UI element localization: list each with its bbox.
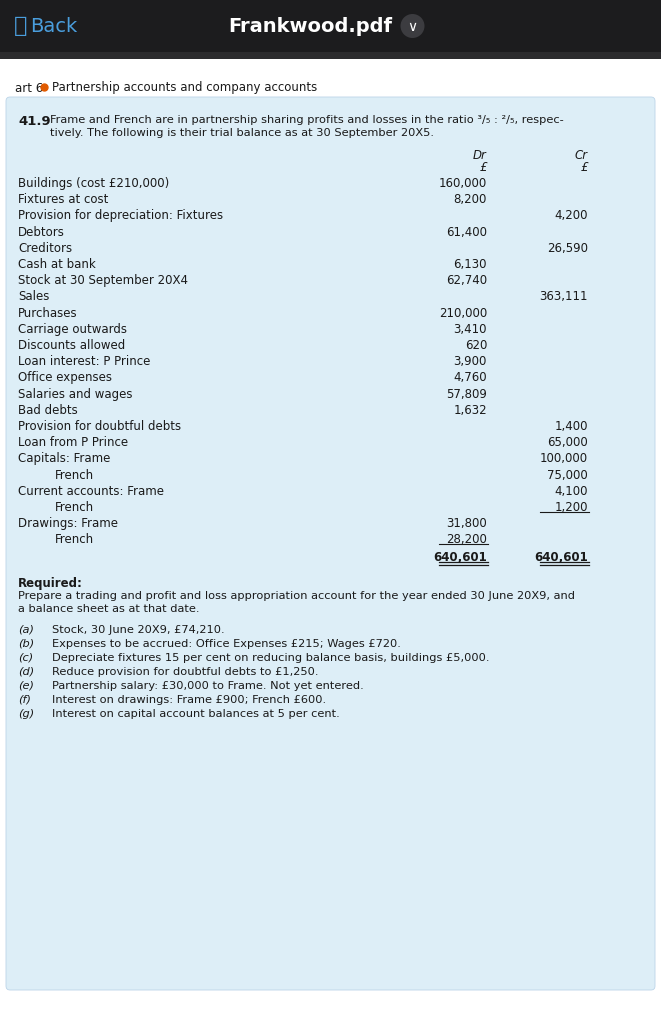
Text: Back: Back bbox=[30, 16, 77, 36]
Text: Bad debts: Bad debts bbox=[18, 403, 78, 417]
Text: 31,800: 31,800 bbox=[446, 517, 487, 530]
Text: 26,590: 26,590 bbox=[547, 242, 588, 255]
Text: Capitals: Frame: Capitals: Frame bbox=[18, 453, 110, 465]
Text: Frame and French are in partnership sharing profits and losses in the ratio ³/₅ : Frame and French are in partnership shar… bbox=[50, 115, 564, 125]
Text: Stock at 30 September 20X4: Stock at 30 September 20X4 bbox=[18, 274, 188, 287]
Text: 3,900: 3,900 bbox=[453, 355, 487, 369]
Text: Reduce provision for doubtful debts to £1,250.: Reduce provision for doubtful debts to £… bbox=[52, 667, 319, 677]
Text: (b): (b) bbox=[18, 639, 34, 648]
Text: Partnership accounts and company accounts: Partnership accounts and company account… bbox=[52, 82, 317, 94]
Text: 61,400: 61,400 bbox=[446, 225, 487, 239]
Text: French: French bbox=[55, 469, 94, 481]
Text: 4,200: 4,200 bbox=[555, 209, 588, 222]
Text: 8,200: 8,200 bbox=[453, 194, 487, 206]
Text: Depreciate fixtures 15 per cent on reducing balance basis, buildings £5,000.: Depreciate fixtures 15 per cent on reduc… bbox=[52, 652, 490, 663]
Text: Loan interest: P Prince: Loan interest: P Prince bbox=[18, 355, 150, 369]
Text: (d): (d) bbox=[18, 667, 34, 677]
Text: 41.9: 41.9 bbox=[18, 115, 51, 128]
Text: 620: 620 bbox=[465, 339, 487, 352]
Text: 75,000: 75,000 bbox=[547, 469, 588, 481]
Text: Partnership salary: £30,000 to Frame. Not yet entered.: Partnership salary: £30,000 to Frame. No… bbox=[52, 681, 364, 690]
Text: Drawings: Frame: Drawings: Frame bbox=[18, 517, 118, 530]
Text: Buildings (cost £210,000): Buildings (cost £210,000) bbox=[18, 177, 169, 190]
Text: Loan from P Prince: Loan from P Prince bbox=[18, 436, 128, 450]
Text: Stock, 30 June 20X9, £74,210.: Stock, 30 June 20X9, £74,210. bbox=[52, 625, 225, 635]
Text: Frankwood.pdf: Frankwood.pdf bbox=[229, 16, 393, 36]
Text: 363,111: 363,111 bbox=[539, 291, 588, 303]
Text: Interest on drawings: Frame £900; French £600.: Interest on drawings: Frame £900; French… bbox=[52, 694, 326, 705]
Text: 57,809: 57,809 bbox=[446, 388, 487, 400]
Text: Discounts allowed: Discounts allowed bbox=[18, 339, 125, 352]
Text: 28,200: 28,200 bbox=[446, 534, 487, 547]
Text: Salaries and wages: Salaries and wages bbox=[18, 388, 132, 400]
Text: (c): (c) bbox=[18, 652, 33, 663]
Text: £: £ bbox=[580, 161, 588, 174]
Text: 〈: 〈 bbox=[14, 16, 27, 36]
Text: Sales: Sales bbox=[18, 291, 50, 303]
Bar bbox=[0, 0, 661, 52]
Text: Purchases: Purchases bbox=[18, 306, 77, 319]
Text: Debtors: Debtors bbox=[18, 225, 65, 239]
Text: Provision for doubtful debts: Provision for doubtful debts bbox=[18, 420, 181, 433]
Text: Current accounts: Frame: Current accounts: Frame bbox=[18, 484, 164, 498]
Text: Office expenses: Office expenses bbox=[18, 372, 112, 384]
Circle shape bbox=[401, 14, 424, 38]
Text: tively. The following is their trial balance as at 30 September 20X5.: tively. The following is their trial bal… bbox=[50, 128, 434, 138]
Text: 4,100: 4,100 bbox=[555, 484, 588, 498]
Text: (a): (a) bbox=[18, 625, 34, 635]
Text: Prepare a trading and profit and loss appropriation account for the year ended 3: Prepare a trading and profit and loss ap… bbox=[18, 591, 575, 601]
Text: £: £ bbox=[479, 161, 487, 174]
Text: Expenses to be accrued: Office Expenses £215; Wages £720.: Expenses to be accrued: Office Expenses … bbox=[52, 639, 401, 648]
Text: French: French bbox=[55, 501, 94, 514]
Text: 65,000: 65,000 bbox=[547, 436, 588, 450]
Text: 1,400: 1,400 bbox=[555, 420, 588, 433]
FancyBboxPatch shape bbox=[6, 97, 655, 990]
Text: Interest on capital account balances at 5 per cent.: Interest on capital account balances at … bbox=[52, 709, 340, 719]
Text: 4,760: 4,760 bbox=[453, 372, 487, 384]
Text: Required:: Required: bbox=[18, 577, 83, 590]
Text: Creditors: Creditors bbox=[18, 242, 72, 255]
Text: 160,000: 160,000 bbox=[439, 177, 487, 190]
Text: (f): (f) bbox=[18, 694, 31, 705]
Text: 3,410: 3,410 bbox=[453, 323, 487, 336]
Text: Fixtures at cost: Fixtures at cost bbox=[18, 194, 108, 206]
Text: 6,130: 6,130 bbox=[453, 258, 487, 271]
Text: Carriage outwards: Carriage outwards bbox=[18, 323, 127, 336]
Text: Provision for depreciation: Fixtures: Provision for depreciation: Fixtures bbox=[18, 209, 223, 222]
Text: Cash at bank: Cash at bank bbox=[18, 258, 96, 271]
Text: Dr: Dr bbox=[473, 150, 487, 162]
Text: 1,632: 1,632 bbox=[453, 403, 487, 417]
Text: 1,200: 1,200 bbox=[555, 501, 588, 514]
Text: 100,000: 100,000 bbox=[540, 453, 588, 465]
Text: French: French bbox=[55, 534, 94, 547]
Text: art 6: art 6 bbox=[15, 82, 43, 94]
Text: 62,740: 62,740 bbox=[446, 274, 487, 287]
Text: (g): (g) bbox=[18, 709, 34, 719]
Text: a balance sheet as at that date.: a balance sheet as at that date. bbox=[18, 603, 200, 613]
Text: (e): (e) bbox=[18, 681, 34, 690]
Text: 640,601: 640,601 bbox=[534, 551, 588, 563]
Text: 640,601: 640,601 bbox=[433, 551, 487, 563]
Text: ∨: ∨ bbox=[407, 20, 418, 34]
Bar bbox=[0, 52, 661, 59]
Text: 210,000: 210,000 bbox=[439, 306, 487, 319]
Text: Cr: Cr bbox=[575, 150, 588, 162]
